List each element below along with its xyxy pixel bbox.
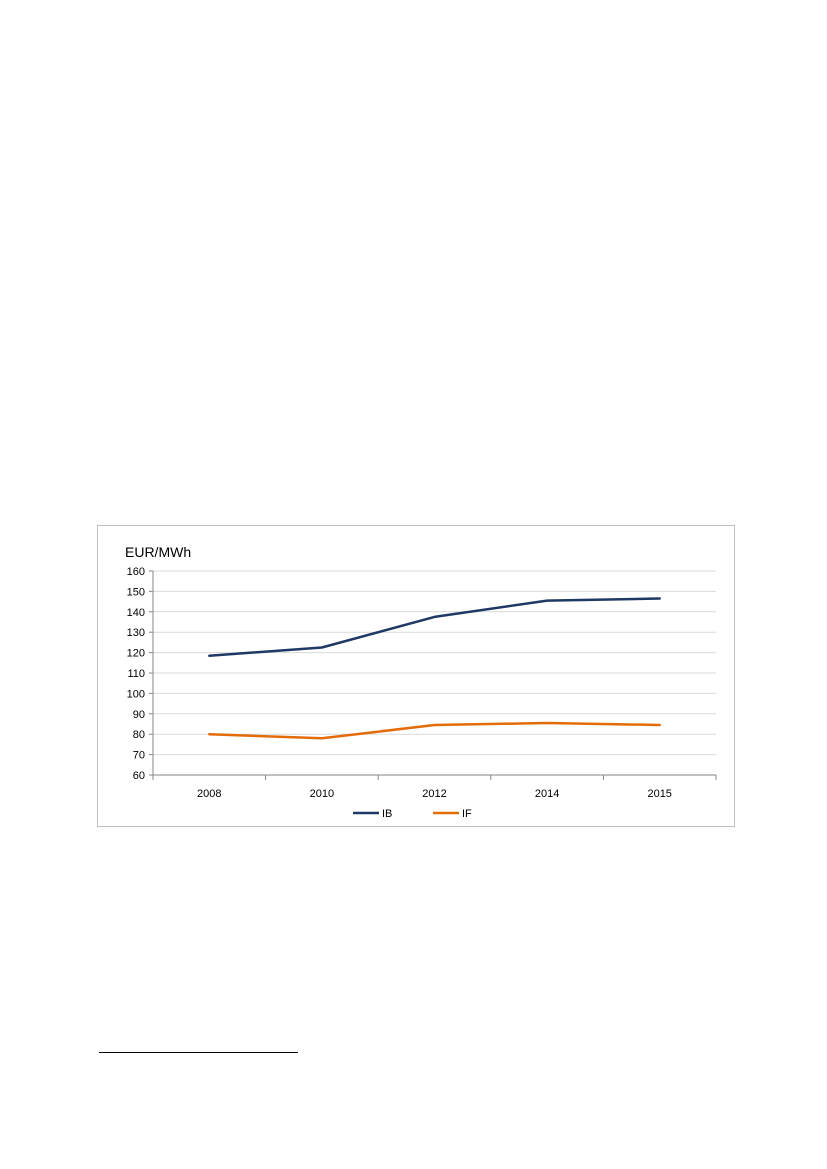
y-tick-label: 120 (127, 648, 145, 660)
series-lines (208, 597, 661, 740)
line-chart: EUR/MWh 60 70 80 90 100 110 120 130 140 150 160 20… (125, 544, 717, 820)
y-tick-label: 90 (133, 709, 145, 721)
price-chart: EUR/MWh 60 70 80 90 100 110 120 130 140 150 160 20… (97, 525, 735, 827)
x-tick-label: 2010 (310, 788, 334, 800)
x-tick-label: 2012 (422, 788, 446, 800)
x-tick-label: 2014 (535, 788, 559, 800)
y-tick-label: 100 (127, 688, 145, 700)
y-axis-title: EUR/MWh (125, 544, 191, 560)
y-tick-label: 110 (127, 668, 145, 680)
legend: IB IF (353, 808, 472, 820)
x-tick-label: 2008 (197, 788, 221, 800)
y-tick-label: 60 (133, 770, 145, 782)
series-line-if (208, 721, 661, 740)
y-tick-label: 70 (133, 750, 145, 762)
y-tick-label: 160 (127, 566, 145, 578)
legend-label: IF (462, 808, 472, 820)
x-tick-label: 2015 (647, 788, 671, 800)
y-tick-label: 80 (133, 729, 145, 741)
axes (149, 570, 717, 780)
x-tick-labels: 2008 2010 2012 2014 2015 (197, 788, 672, 800)
y-tick-labels: 60 70 80 90 100 110 120 130 140 150 160 (127, 566, 145, 782)
y-tick-label: 130 (127, 627, 145, 639)
footnote-separator (99, 1052, 298, 1053)
y-tick-label: 150 (127, 586, 145, 598)
y-tick-label: 140 (127, 607, 145, 619)
legend-item-if: IF (433, 808, 472, 820)
legend-label: IB (382, 808, 392, 820)
legend-item-ib: IB (353, 808, 392, 820)
series-line-ib (208, 597, 661, 657)
